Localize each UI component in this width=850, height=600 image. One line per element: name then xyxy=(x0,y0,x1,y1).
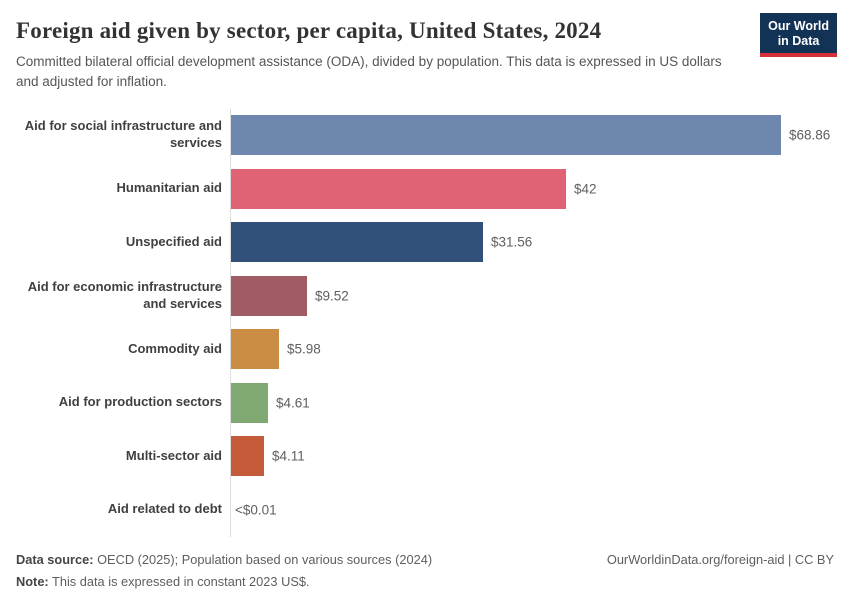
value-label: $31.56 xyxy=(491,234,533,250)
category-label: Aid for social infrastructure and servic… xyxy=(24,118,222,151)
bar[interactable] xyxy=(231,275,307,316)
category-label: Commodity aid xyxy=(128,340,222,356)
data-source-label: Data source: xyxy=(16,551,94,567)
bar-row: Commodity aid $5.98 xyxy=(16,322,834,376)
bar-track: $42 xyxy=(230,162,834,216)
note-text: This data is expressed in constant 2023 … xyxy=(48,573,310,589)
bar-row: Unspecified aid $31.56 xyxy=(16,215,834,269)
value-label: $5.98 xyxy=(287,341,321,357)
category-label: Unspecified aid xyxy=(125,233,222,249)
bar-track: $9.52 xyxy=(230,269,834,323)
bar-row: Multi-sector aid $4.11 xyxy=(16,429,834,483)
value-label: <$0.01 xyxy=(235,502,277,518)
value-label: $68.86 xyxy=(789,127,831,143)
category-label: Humanitarian aid xyxy=(116,180,222,196)
bar-chart: Aid for social infrastructure and servic… xyxy=(16,108,834,537)
data-source-text: OECD (2025); Population based on various… xyxy=(93,551,433,567)
bar[interactable] xyxy=(231,436,264,477)
bar[interactable] xyxy=(231,115,781,156)
bar-track: $31.56 xyxy=(230,215,834,269)
category-label: Aid for economic infrastructure and serv… xyxy=(27,278,222,311)
bar[interactable] xyxy=(231,329,279,370)
bar[interactable] xyxy=(231,382,268,423)
category-label: Aid for production sectors xyxy=(58,394,222,410)
owid-logo[interactable]: Our World in Data xyxy=(760,13,837,57)
bar-row: Aid for production sectors $4.61 xyxy=(16,376,834,430)
owid-logo-line1: Our World xyxy=(768,19,829,33)
category-label: Multi-sector aid xyxy=(125,447,222,463)
bar-row: Aid for economic infrastructure and serv… xyxy=(16,269,834,323)
owid-cc-link[interactable]: OurWorldinData.org/foreign-aid | CC BY xyxy=(606,551,834,567)
page-title: Foreign aid given by sector, per capita,… xyxy=(16,18,602,43)
bar[interactable] xyxy=(231,222,483,263)
bar-track: <$0.01 xyxy=(230,483,834,537)
bar-track: $68.86 xyxy=(230,108,834,162)
category-label: Aid related to debt xyxy=(107,501,222,517)
bar[interactable] xyxy=(231,168,566,209)
value-label: $9.52 xyxy=(315,288,349,304)
bar-track: $4.11 xyxy=(230,429,834,483)
bar-row: Aid related to debt <$0.01 xyxy=(16,483,834,537)
note-label: Note: xyxy=(16,573,49,589)
bar-track: $5.98 xyxy=(230,322,834,376)
bar-row: Aid for social infrastructure and servic… xyxy=(16,108,834,162)
value-label: $42 xyxy=(574,181,597,197)
value-label: $4.11 xyxy=(272,448,305,464)
bar-track: $4.61 xyxy=(230,376,834,430)
owid-logo-line2: in Data xyxy=(777,33,820,48)
chart-footer: Data source: OECD (2025); Population bas… xyxy=(16,552,834,589)
note-line: Note: This data is expressed in constant… xyxy=(16,574,834,589)
data-source-line: Data source: OECD (2025); Population bas… xyxy=(16,552,432,567)
value-label: $4.61 xyxy=(276,395,310,411)
bar-row: Humanitarian aid $42 xyxy=(16,162,834,216)
page-subtitle: Committed bilateral official development… xyxy=(16,54,722,90)
